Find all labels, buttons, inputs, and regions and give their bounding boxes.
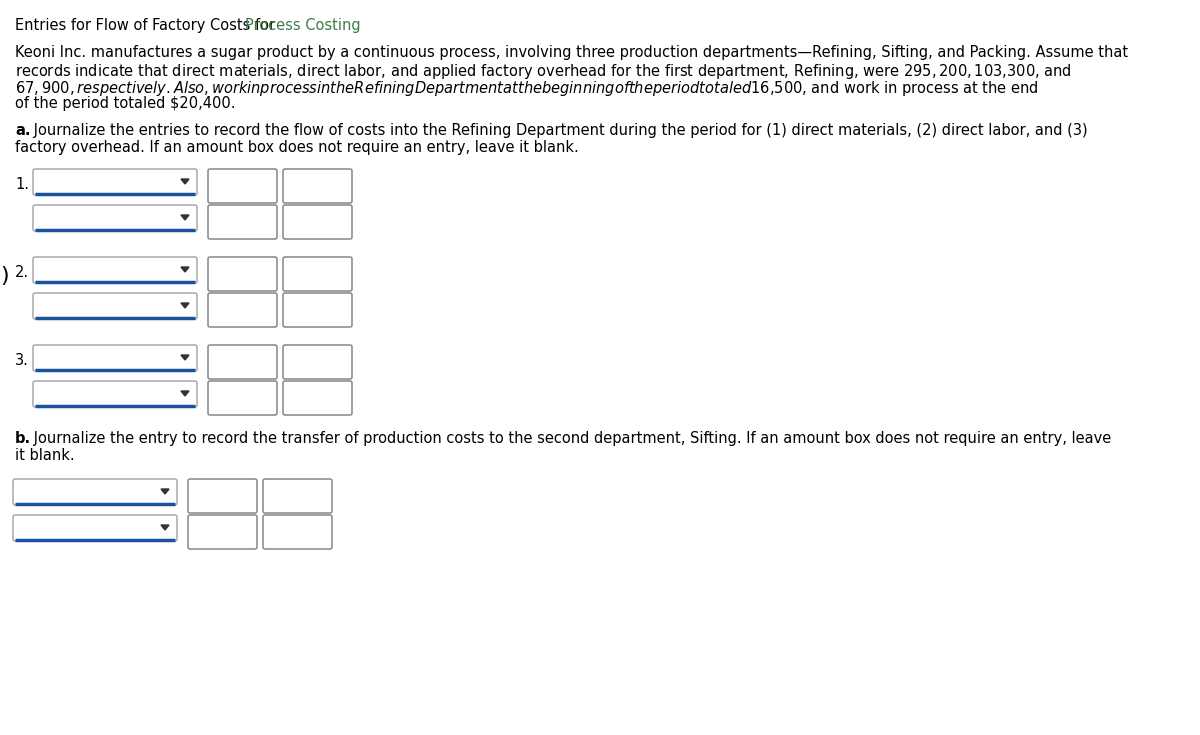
Text: ): ) (0, 266, 8, 286)
Polygon shape (181, 267, 190, 272)
Text: Entries for Flow of Factory Costs for: Entries for Flow of Factory Costs for (14, 18, 280, 33)
FancyBboxPatch shape (283, 169, 352, 203)
Polygon shape (181, 179, 190, 184)
FancyBboxPatch shape (208, 257, 277, 291)
Text: 2.: 2. (14, 265, 29, 280)
Polygon shape (161, 489, 169, 494)
FancyBboxPatch shape (208, 169, 277, 203)
Text: Keoni Inc. manufactures a sugar product by a continuous process, involving three: Keoni Inc. manufactures a sugar product … (14, 45, 1128, 60)
FancyBboxPatch shape (208, 293, 277, 327)
Text: Journalize the entry to record the transfer of production costs to the second de: Journalize the entry to record the trans… (29, 431, 1111, 446)
FancyBboxPatch shape (34, 381, 197, 407)
Text: 1.: 1. (14, 177, 29, 192)
FancyBboxPatch shape (208, 345, 277, 379)
FancyBboxPatch shape (34, 293, 197, 319)
FancyBboxPatch shape (34, 345, 197, 371)
Text: of the period totaled $20,400.: of the period totaled $20,400. (14, 96, 235, 111)
Text: it blank.: it blank. (14, 448, 74, 463)
FancyBboxPatch shape (208, 205, 277, 239)
FancyBboxPatch shape (34, 205, 197, 231)
Text: b.: b. (14, 431, 31, 446)
Text: records indicate that direct materials, direct labor, and applied factory overhe: records indicate that direct materials, … (14, 62, 1072, 81)
Text: Journalize the entries to record the flow of costs into the Refining Department : Journalize the entries to record the flo… (29, 123, 1087, 138)
Text: 3.: 3. (14, 353, 29, 368)
Polygon shape (181, 215, 190, 220)
Polygon shape (181, 391, 190, 396)
FancyBboxPatch shape (283, 381, 352, 415)
FancyBboxPatch shape (208, 381, 277, 415)
FancyBboxPatch shape (34, 257, 197, 283)
FancyBboxPatch shape (188, 479, 257, 513)
FancyBboxPatch shape (283, 257, 352, 291)
FancyBboxPatch shape (283, 293, 352, 327)
Text: factory overhead. If an amount box does not require an entry, leave it blank.: factory overhead. If an amount box does … (14, 140, 578, 155)
Text: a.: a. (14, 123, 30, 138)
FancyBboxPatch shape (34, 169, 197, 195)
FancyBboxPatch shape (283, 205, 352, 239)
FancyBboxPatch shape (263, 515, 332, 549)
Text: Process Costing: Process Costing (245, 18, 360, 33)
FancyBboxPatch shape (13, 479, 178, 505)
Polygon shape (181, 303, 190, 308)
Polygon shape (161, 525, 169, 530)
Text: $67,900, respectively. Also, work in process in the Refining Department at the b: $67,900, respectively. Also, work in pro… (14, 79, 1038, 98)
FancyBboxPatch shape (188, 515, 257, 549)
Polygon shape (181, 355, 190, 360)
FancyBboxPatch shape (283, 345, 352, 379)
FancyBboxPatch shape (263, 479, 332, 513)
FancyBboxPatch shape (13, 515, 178, 541)
